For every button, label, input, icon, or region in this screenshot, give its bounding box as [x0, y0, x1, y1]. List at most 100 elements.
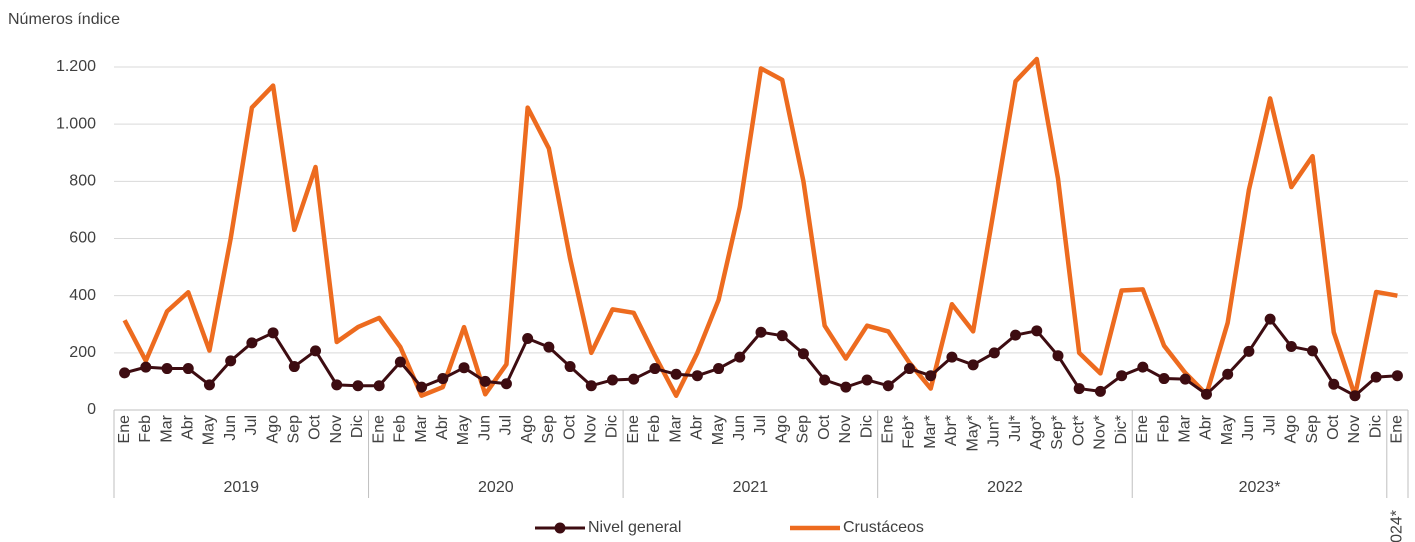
- series-marker: [967, 359, 979, 371]
- legend-label: Crustáceos: [843, 519, 924, 536]
- series-marker: [734, 351, 746, 363]
- y-tick-label: 1.200: [56, 58, 96, 75]
- x-tick-label: Nov: [1346, 415, 1363, 443]
- series-marker: [1073, 383, 1085, 395]
- x-tick-label: Oct*: [1070, 415, 1087, 446]
- x-tick-label: Dic: [1367, 415, 1384, 438]
- year-label: 2023*: [1239, 479, 1281, 496]
- series-marker: [394, 356, 406, 368]
- series-marker: [1200, 388, 1212, 400]
- x-tick-label: Ene: [370, 415, 387, 444]
- y-tick-label: 600: [69, 230, 96, 247]
- x-tick-label: Abr: [179, 414, 196, 440]
- series-marker: [458, 362, 470, 374]
- x-tick-label: Mar: [413, 414, 430, 442]
- year-label: 2021: [733, 479, 769, 496]
- series-marker: [1370, 371, 1382, 383]
- series-marker: [755, 326, 767, 338]
- x-tick-label: Jul: [752, 415, 769, 435]
- series-marker: [182, 363, 194, 375]
- x-tick-label: Dic*: [1113, 415, 1130, 444]
- x-tick-label: Ene: [1389, 415, 1406, 444]
- series-marker: [1179, 373, 1191, 385]
- series-marker: [1349, 390, 1361, 402]
- x-tick-label: Mar: [667, 414, 684, 442]
- x-tick-label: May*: [964, 415, 981, 451]
- x-tick-label: Sep*: [1049, 415, 1066, 450]
- series-marker: [479, 375, 491, 387]
- series-marker: [373, 380, 385, 392]
- series-marker: [1094, 385, 1106, 397]
- x-tick-label: May: [201, 415, 218, 445]
- y-tick-label: 800: [69, 173, 96, 190]
- x-tick-label: Abr: [434, 414, 451, 440]
- x-tick-label: Ago: [1283, 415, 1300, 444]
- x-tick-label: Ago: [519, 415, 536, 444]
- x-tick-label: Nov: [583, 415, 600, 443]
- series-marker: [585, 380, 597, 392]
- x-tick-label: May: [1219, 415, 1236, 445]
- x-tick-label: Nov: [328, 415, 345, 443]
- series-marker: [1243, 345, 1255, 357]
- series-line: [122, 56, 1398, 398]
- x-tick-label: Abr*: [943, 415, 960, 446]
- series-marker: [1391, 370, 1403, 382]
- x-tick-label: Dic: [604, 415, 621, 438]
- x-tick-label: Jul*: [1007, 415, 1024, 442]
- x-tick-label: Jul: [1261, 415, 1278, 435]
- series-marker: [161, 363, 173, 375]
- series-marker: [225, 355, 237, 367]
- x-tick-label: May: [455, 415, 472, 445]
- series-marker: [628, 373, 640, 385]
- series-marker: [903, 363, 915, 375]
- year-label: 2020: [478, 479, 514, 496]
- series-marker: [1010, 329, 1022, 341]
- series-marker: [882, 380, 894, 392]
- series-marker: [819, 374, 831, 386]
- series-marker: [140, 361, 152, 373]
- series-marker: [564, 361, 576, 373]
- x-tick-label: Jul: [498, 415, 515, 435]
- series-marker: [543, 341, 555, 353]
- series-marker: [776, 330, 788, 342]
- year-label: 2024*: [1389, 510, 1406, 542]
- y-tick-label: 400: [69, 287, 96, 304]
- series-marker: [119, 367, 131, 379]
- series-marker: [607, 374, 619, 386]
- series-marker: [1307, 345, 1319, 357]
- series-marker: [691, 370, 703, 382]
- series-marker: [925, 370, 937, 382]
- x-tick-label: Mar: [158, 414, 175, 442]
- x-tick-label: Ene: [1134, 415, 1151, 444]
- series-marker: [861, 374, 873, 386]
- x-tick-label: Jun: [222, 415, 239, 441]
- legend-marker: [554, 522, 566, 534]
- year-label: 2019: [223, 479, 259, 496]
- series-marker: [649, 363, 661, 375]
- x-tick-label: Ago: [773, 415, 790, 444]
- series-marker: [1137, 361, 1149, 373]
- x-tick-label: Feb*: [901, 415, 918, 449]
- x-tick-label: Jun*: [986, 415, 1003, 447]
- series-marker: [331, 379, 343, 391]
- series-marker: [267, 327, 279, 339]
- series-marker: [1158, 373, 1170, 385]
- x-tick-label: Sep: [286, 415, 303, 444]
- x-tick-label: Ene: [879, 415, 896, 444]
- series-marker: [522, 333, 534, 345]
- series-marker: [797, 348, 809, 360]
- series-marker: [1222, 368, 1234, 380]
- year-label: 2022: [987, 479, 1023, 496]
- series-marker: [988, 347, 1000, 359]
- x-tick-label: Oct: [1325, 414, 1342, 439]
- x-tick-label: Sep: [795, 415, 812, 444]
- series-marker: [946, 351, 958, 363]
- x-tick-label: Ago*: [1028, 415, 1045, 450]
- x-tick-label: Feb: [392, 415, 409, 443]
- x-tick-label: Abr: [689, 414, 706, 440]
- series-marker: [500, 378, 512, 390]
- x-tick-label: Ene: [116, 415, 133, 444]
- y-tick-label: 0: [87, 401, 96, 418]
- series-marker: [1285, 341, 1297, 353]
